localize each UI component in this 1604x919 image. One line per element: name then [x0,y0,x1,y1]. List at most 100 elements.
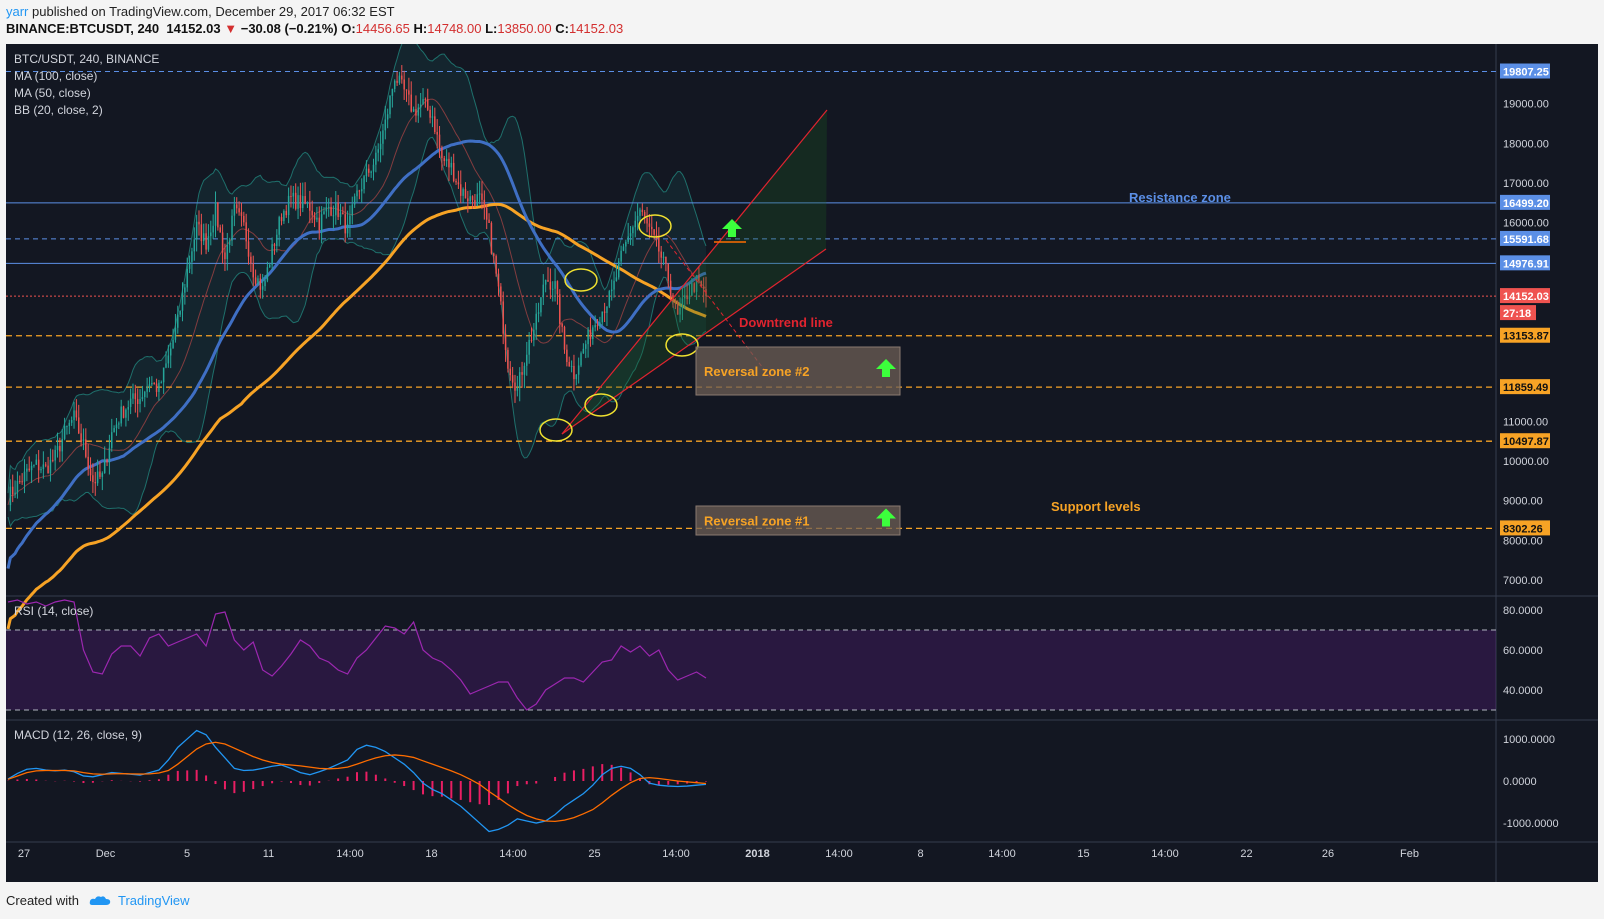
candle-body [16,480,19,493]
macd-title: MACD (12, 26, close, 9) [14,728,142,742]
candle-body [160,382,163,384]
candle-body [106,459,108,463]
candle-body [448,158,450,168]
candle-body [233,204,236,216]
price-label-bg [1500,194,1550,210]
candle-body [200,224,203,242]
candle-body [674,300,677,302]
candle-body [478,193,481,195]
created-with-text: Created with [6,893,79,908]
candle-body [483,199,486,208]
tradingview-link[interactable]: TradingView [118,893,190,908]
up-arrow-icon [876,508,896,527]
candle-body [136,399,139,405]
price-label-bg [1500,63,1550,79]
author-link[interactable]: yarr [6,4,29,19]
price-change: −30.08 (−0.21%) [240,21,338,36]
candle-body [155,383,158,392]
price-label: 8302.26 [1503,523,1543,535]
candle-body [417,107,420,116]
indicator-legend-item: BB (20, close, 2) [14,103,103,117]
candle-body [23,471,26,482]
bollinger-basis-line [7,98,707,506]
candle-body [339,212,342,217]
candle-body [679,308,681,315]
price-label-bg [1500,288,1550,304]
candle-body [568,362,570,367]
candle-body [542,284,545,298]
candle-body [108,447,111,463]
candle-body [424,99,427,101]
time-tick-label: 14:00 [499,848,527,860]
candle-body [445,158,448,162]
candle-body [158,382,160,392]
candle-body [523,365,526,375]
candle-body [648,223,651,227]
candle-body [363,176,365,190]
time-tick-label: 25 [588,848,600,860]
candle-body [30,465,33,471]
candle-body [269,264,271,268]
candle-body [577,365,580,375]
candle-body [191,251,193,262]
candle-body [144,391,146,398]
candle-body [47,465,49,474]
reversal-zone-2-label: Reversal zone #2 [704,364,810,379]
candle-body [566,349,568,363]
candle-body [304,196,306,204]
time-tick-label: 11 [263,848,274,860]
candle-body [188,261,191,269]
candle-body [283,210,285,222]
candle-body [302,196,304,209]
publication-line: yarr published on TradingView.com, Decem… [6,4,395,19]
candle-body [403,79,405,90]
chart-container[interactable]: Downtrend line Resistance zone Support lev… [6,44,1598,882]
candle-body [316,217,318,220]
price-tick-label: 8000.00 [1503,535,1543,547]
candle-body [290,195,292,197]
candle-body [323,211,325,215]
candle-body [502,301,504,334]
candle-body [28,468,30,471]
candle-body [636,215,639,221]
up-arrow-icon [722,219,742,237]
candle-body [547,280,549,282]
candle-body [599,322,601,327]
candle-body [21,481,23,483]
price-label-bg [1500,255,1550,271]
candle-body [320,214,323,231]
candle-body [563,326,566,350]
candle-body [401,75,403,80]
candle-body [533,329,535,341]
candle-body [353,196,356,205]
candle-body [33,464,35,466]
candle-body [419,104,422,108]
candle-body [573,365,575,380]
candle-body [210,232,212,237]
reversal-zone-1-box [695,505,901,536]
reversal-zone-1-label: Reversal zone #1 [704,514,810,529]
candle-body [596,325,599,327]
candle-body [35,459,38,465]
candle-body [113,428,115,433]
candle-body [665,256,667,264]
candle-body [356,190,358,197]
price-label: 15591.68 [1503,234,1549,246]
candle-body [148,384,151,387]
bollinger-fill [8,44,706,527]
candle-body [226,244,229,260]
candle-body [219,227,221,233]
rsi-tick-label: 60.0000 [1503,645,1543,657]
open-value: 14456.65 [355,21,410,36]
price-label: 16499.20 [1503,198,1549,210]
candle-body [94,482,96,484]
candle-body [603,311,606,313]
candle-body [393,80,396,89]
time-tick-label: 26 [1322,848,1334,860]
candle-body [257,278,259,284]
chart-canvas[interactable]: Downtrend line Resistance zone Support lev… [6,44,1598,882]
candle-body [518,372,521,388]
candle-body [87,456,89,469]
high-label: H: [413,21,428,36]
candle-body [11,486,14,495]
